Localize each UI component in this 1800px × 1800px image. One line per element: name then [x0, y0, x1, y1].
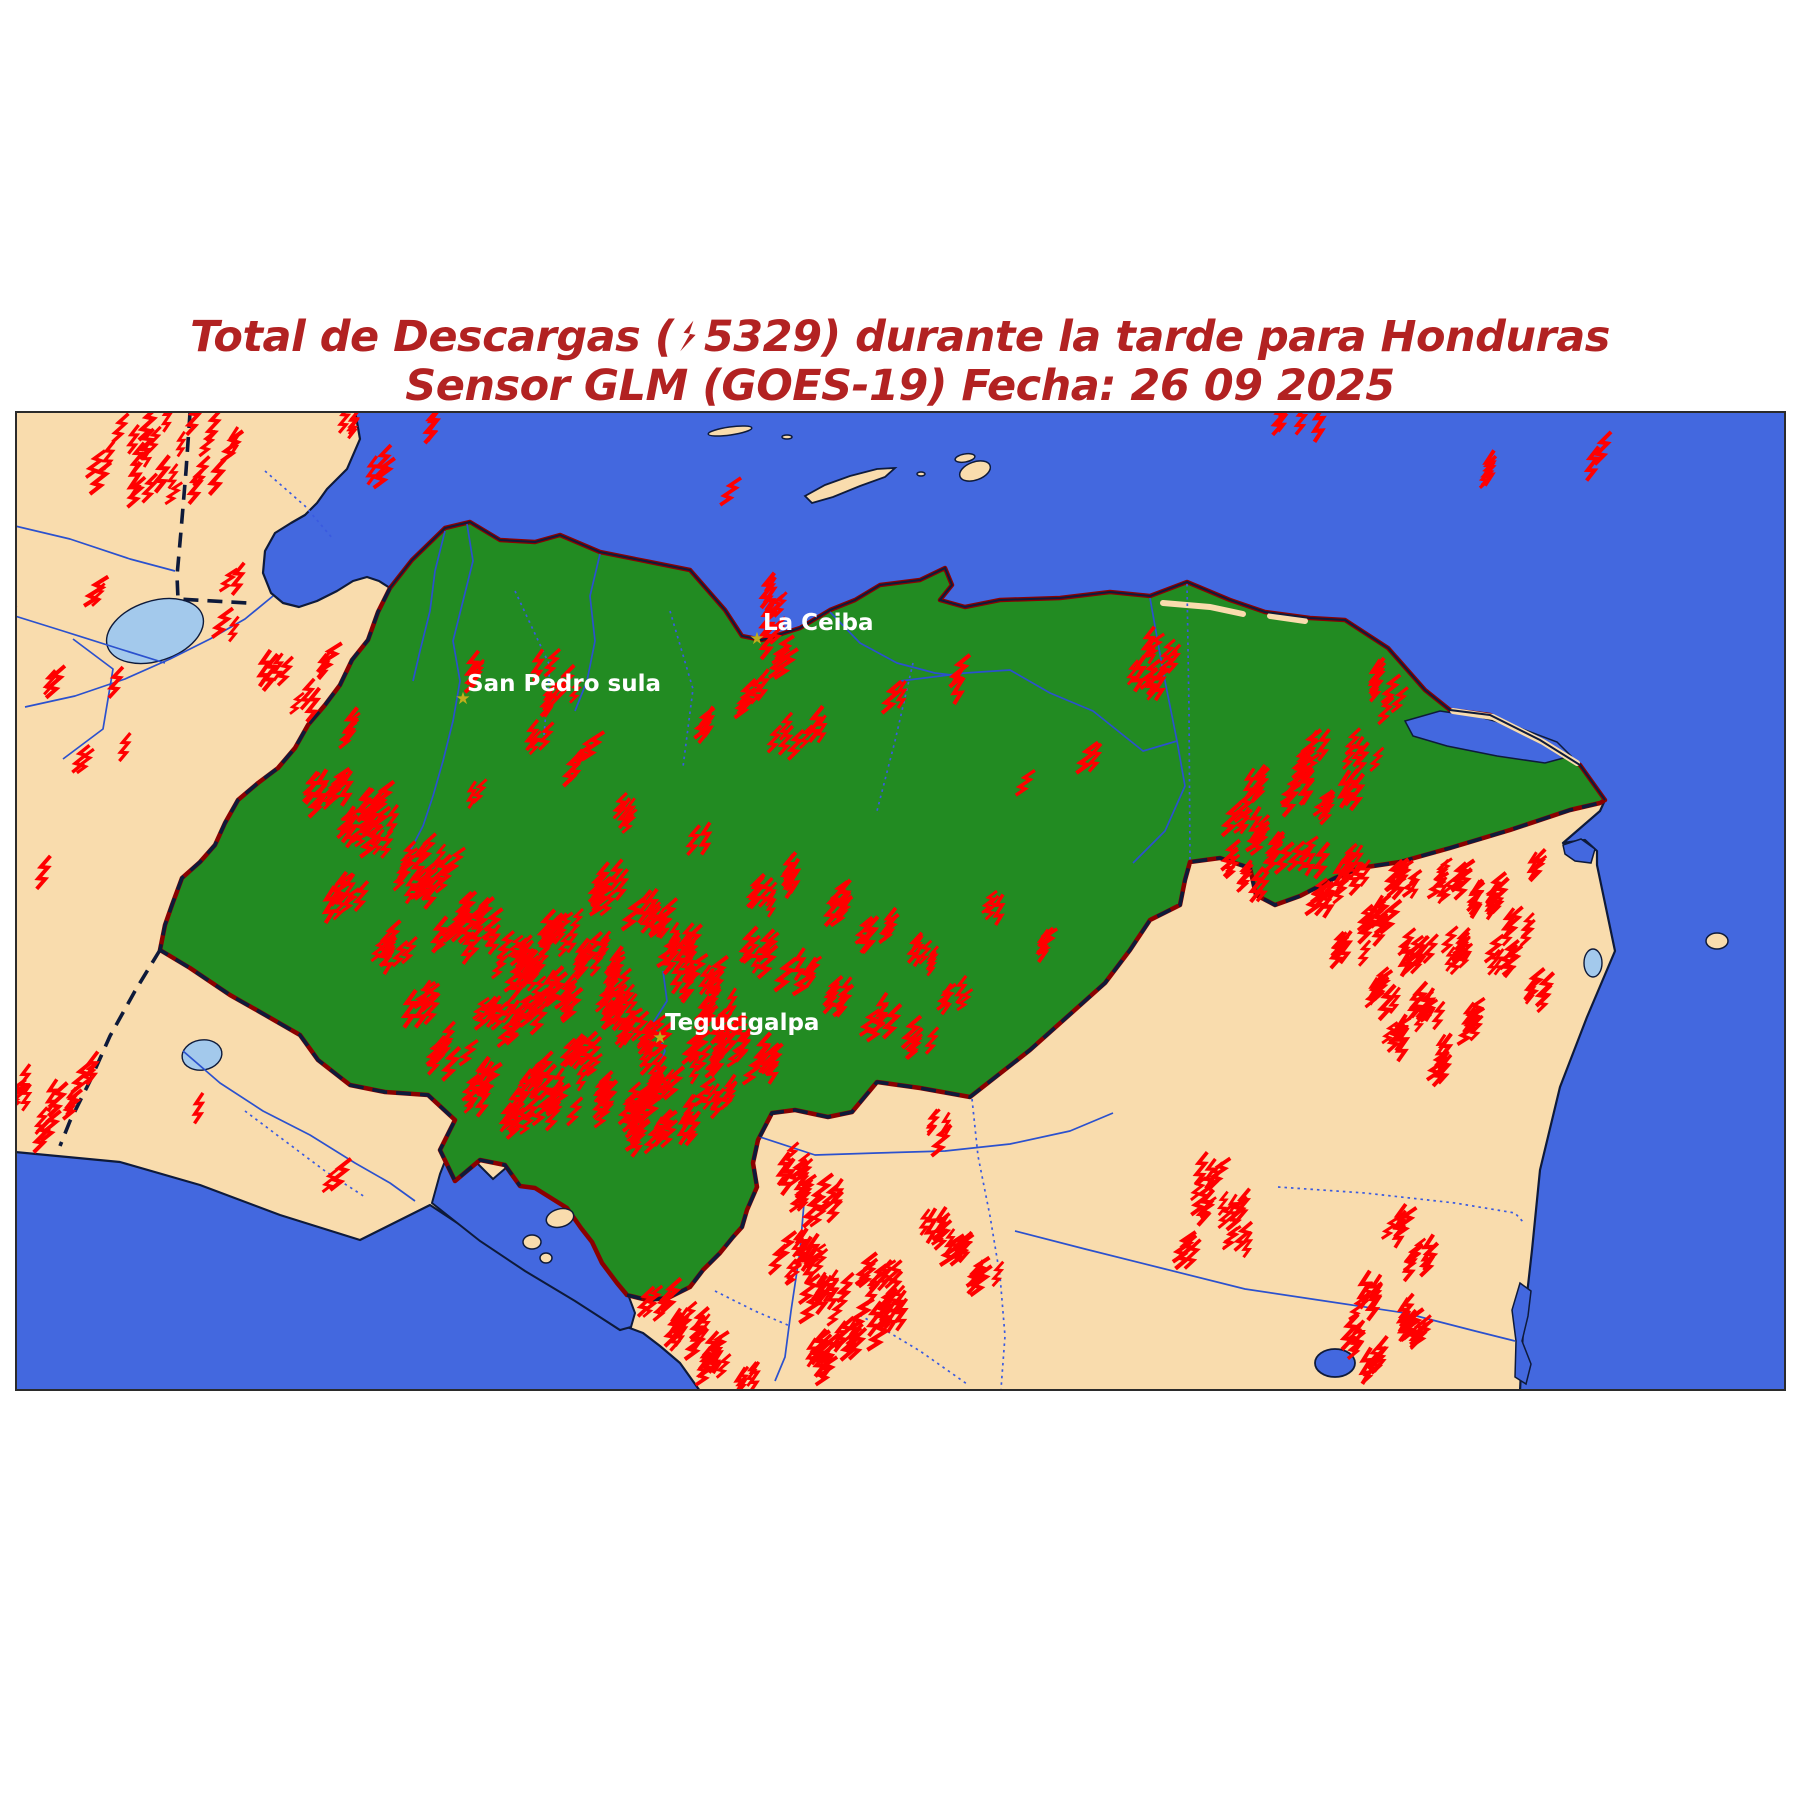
river-line [759, 1112, 1114, 1156]
city-star-icon: ★ [749, 629, 764, 649]
river-line [412, 530, 446, 682]
barrier-beach [1160, 600, 1246, 617]
title-line-2: Sensor GLM (GOES-19) Fecha: 26 09 2025 [405, 361, 1395, 411]
admin-boundary-line [264, 470, 334, 540]
island-shape [958, 460, 992, 482]
admin-boundary-line [1277, 1186, 1525, 1224]
honduras-lightning-map: ★La Ceiba★San Pedro sula★Tegucigalpa [15, 411, 1786, 1391]
river-line [62, 638, 114, 760]
country-border-line [626, 801, 1601, 1302]
island-shape [522, 1234, 542, 1250]
map-frame [15, 411, 1786, 1391]
island-shape [916, 471, 926, 477]
lagoon-shape [1511, 1281, 1532, 1386]
city-star-icon: ★ [652, 1028, 667, 1048]
lagoon-shape [1314, 1348, 1356, 1378]
map-canvas: ★ La Ceiba ★ San Pedro sula ★ Tegucigalpa [15, 411, 1786, 1391]
title-suffix: ) durante la tarde para Honduras [821, 312, 1611, 362]
city-label: Tegucigalpa [665, 1010, 819, 1036]
river-line [409, 523, 474, 852]
river-line [829, 611, 961, 677]
island-shape [545, 1207, 575, 1229]
river-line [15, 525, 176, 572]
river-line [899, 669, 1178, 752]
river-line [1014, 1230, 1516, 1342]
admin-boundary-line [244, 1110, 366, 1198]
country-border-line [175, 412, 248, 605]
river-line [574, 553, 601, 712]
city-layer: ★La Ceiba★San Pedro sula★Tegucigalpa [455, 610, 873, 1048]
city-star-icon: ★ [455, 689, 470, 709]
honduras-coastline [389, 520, 1606, 801]
map-title: Total de Descargas ( 5329) durante la tar… [0, 314, 1800, 410]
map-layers: ★La Ceiba★San Pedro sula★Tegucigalpa [15, 411, 1786, 1391]
title-prefix: Total de Descargas ( [190, 312, 674, 362]
island-shape [707, 425, 753, 437]
island-shape [803, 466, 898, 505]
island-shape [954, 452, 976, 464]
island-shape [781, 434, 793, 440]
admin-boundary-line [714, 1290, 791, 1327]
island-shape [539, 1252, 553, 1264]
admin-boundary-line [514, 590, 551, 747]
country-border-line [158, 587, 522, 1188]
admin-boundary-line [669, 610, 694, 768]
title-count: 5329 [703, 312, 822, 362]
river-line [15, 615, 166, 664]
lightning-icon [678, 316, 700, 363]
city-label: La Ceiba [763, 610, 874, 636]
admin-boundary-line [971, 1098, 1006, 1390]
lake-shape [1583, 948, 1603, 978]
river-line [1132, 597, 1186, 864]
river-line [24, 595, 274, 708]
country-border-line [58, 949, 162, 1147]
island-shape [1705, 932, 1729, 950]
inlet-shape [1562, 838, 1596, 864]
barrier-beach [1267, 613, 1308, 624]
title-line-1: Total de Descargas ( 5329) durante la tar… [0, 314, 1800, 363]
river-line [182, 1050, 416, 1202]
lake-shape [105, 597, 205, 665]
city-label: San Pedro sula [467, 671, 661, 697]
